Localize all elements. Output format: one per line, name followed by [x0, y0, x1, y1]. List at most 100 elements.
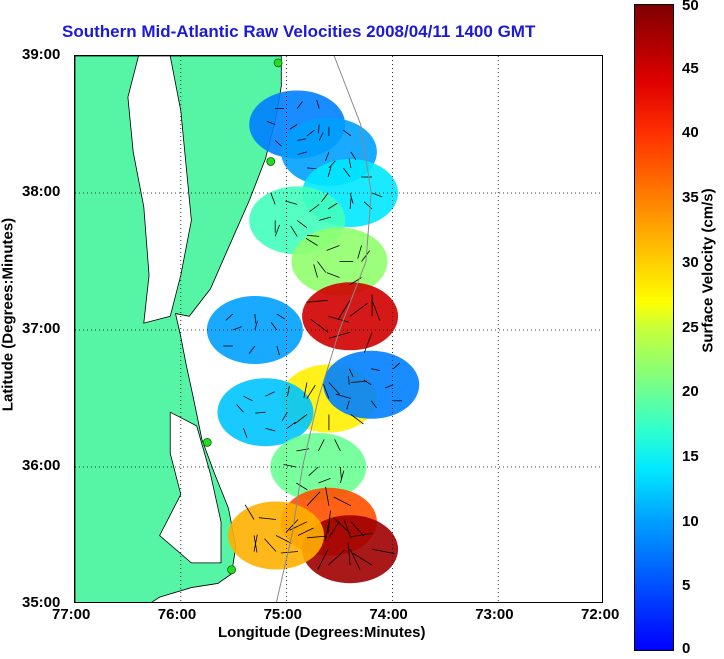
velocity-arrow — [254, 313, 257, 324]
velocity-arrow — [225, 313, 234, 321]
velocity-arrow — [306, 384, 316, 399]
colorbar-tick-label: 40 — [682, 124, 699, 142]
velocity-arrow — [275, 535, 292, 544]
x-tick-label: 77:00 — [52, 606, 91, 623]
velocity-arrow — [350, 414, 364, 425]
velocity-arrow — [363, 332, 373, 353]
velocity-arrow — [392, 362, 401, 370]
velocity-arrow — [371, 300, 381, 321]
velocity-arrow — [236, 404, 244, 413]
velocity-arrow — [287, 386, 290, 397]
velocity-arrow — [348, 375, 350, 385]
velocity-arrow — [325, 486, 330, 506]
velocity-arrow — [248, 345, 256, 354]
velocity-arrow — [253, 534, 258, 552]
velocity-arrow — [327, 315, 350, 323]
velocity-arrow — [318, 132, 324, 141]
velocity-arrow — [276, 345, 280, 356]
velocity-arrow — [324, 521, 330, 541]
velocity-arrow — [296, 482, 308, 491]
velocity-arrow — [276, 313, 286, 320]
velocity-arrow — [297, 527, 314, 536]
velocity-arrow — [329, 331, 351, 339]
velocity-arrow — [255, 411, 266, 414]
velocity-arrow — [266, 120, 276, 125]
velocity-arrow — [327, 510, 331, 534]
velocity-arrow — [264, 538, 277, 552]
velocity-map — [75, 56, 602, 602]
velocity-arrow — [281, 411, 288, 422]
land-mass — [75, 56, 282, 602]
bathymetry-contour — [275, 56, 372, 602]
velocity-arrow — [327, 202, 338, 210]
velocity-arrow — [333, 496, 352, 507]
velocity-arrow — [270, 192, 276, 205]
velocity-arrow — [326, 272, 340, 278]
velocity-arrow — [339, 470, 345, 484]
velocity-arrow — [244, 504, 255, 520]
velocity-arrow — [349, 302, 368, 317]
colorbar-tick-label: 15 — [682, 447, 699, 465]
velocity-arrow — [313, 264, 318, 278]
velocity-arrow — [328, 160, 336, 169]
x-tick-label: 72:00 — [581, 606, 620, 623]
y-tick-label: 38:00 — [22, 183, 61, 200]
colorbar-tick-label: 10 — [682, 512, 699, 530]
velocity-arrow — [350, 521, 365, 537]
velocity-arrow — [349, 549, 361, 570]
velocity-arrow — [297, 138, 306, 141]
velocity-arrow — [274, 140, 282, 147]
velocity-arrow — [306, 234, 320, 237]
x-tick-label: 76:00 — [157, 606, 197, 623]
velocity-arrow — [338, 300, 351, 319]
velocity-arrow — [296, 101, 303, 109]
x-axis-label: Longitude (Degrees:Minutes) — [218, 624, 426, 641]
velocity-arrow — [326, 245, 340, 251]
velocity-arrow — [343, 168, 351, 178]
velocity-arrow — [370, 400, 377, 409]
colorbar-tick-label: 30 — [682, 253, 699, 271]
velocity-arrow — [306, 299, 329, 303]
velocity-arrow — [343, 129, 352, 137]
velocity-arrow — [303, 382, 308, 399]
x-tick-label: 74:00 — [369, 606, 408, 623]
velocity-arrow — [258, 517, 277, 520]
velocity-arrow — [316, 99, 320, 109]
pamlico-sound — [159, 411, 222, 564]
velocity-arrow — [371, 368, 380, 371]
x-tick-label: 73:00 — [475, 606, 514, 623]
velocity-arrow — [290, 225, 298, 237]
velocity-arrow — [349, 198, 352, 210]
velocity-arrow — [327, 549, 346, 566]
velocity-arrow — [350, 380, 367, 383]
velocity-arrow — [289, 124, 298, 130]
radar-station-marker — [273, 58, 283, 68]
velocity-arrow — [285, 200, 298, 205]
velocity-arrow — [348, 368, 354, 377]
velocity-arrow — [384, 384, 394, 389]
velocity-arrow — [325, 151, 330, 161]
velocity-arrow — [306, 491, 321, 507]
radar-station-marker — [202, 437, 212, 447]
velocity-arrow — [371, 192, 383, 198]
velocity-arrow — [322, 383, 330, 399]
y-tick-label: 36:00 — [22, 457, 61, 474]
velocity-arrow — [361, 250, 371, 262]
velocity-arrow — [363, 201, 373, 210]
velocity-arrow — [296, 220, 308, 229]
velocity-arrow — [318, 124, 320, 134]
chart-title: Southern Mid-Atlantic Raw Velocities 200… — [62, 22, 536, 41]
velocity-arrow — [280, 551, 299, 554]
velocity-arrow — [328, 521, 340, 539]
velocity-arrow — [265, 391, 275, 397]
x-tick-label: 75:00 — [263, 606, 302, 623]
radar-station-marker — [227, 565, 236, 575]
colorbar-tick-label: 0 — [682, 640, 691, 657]
y-tick-label: 35:00 — [22, 594, 61, 611]
velocity-arrow — [349, 532, 373, 538]
velocity-arrow — [350, 151, 357, 161]
velocity-arrow — [306, 535, 327, 539]
velocity-arrow — [243, 428, 248, 438]
velocity-arrow — [283, 464, 297, 468]
velocity-arrow — [306, 129, 315, 137]
